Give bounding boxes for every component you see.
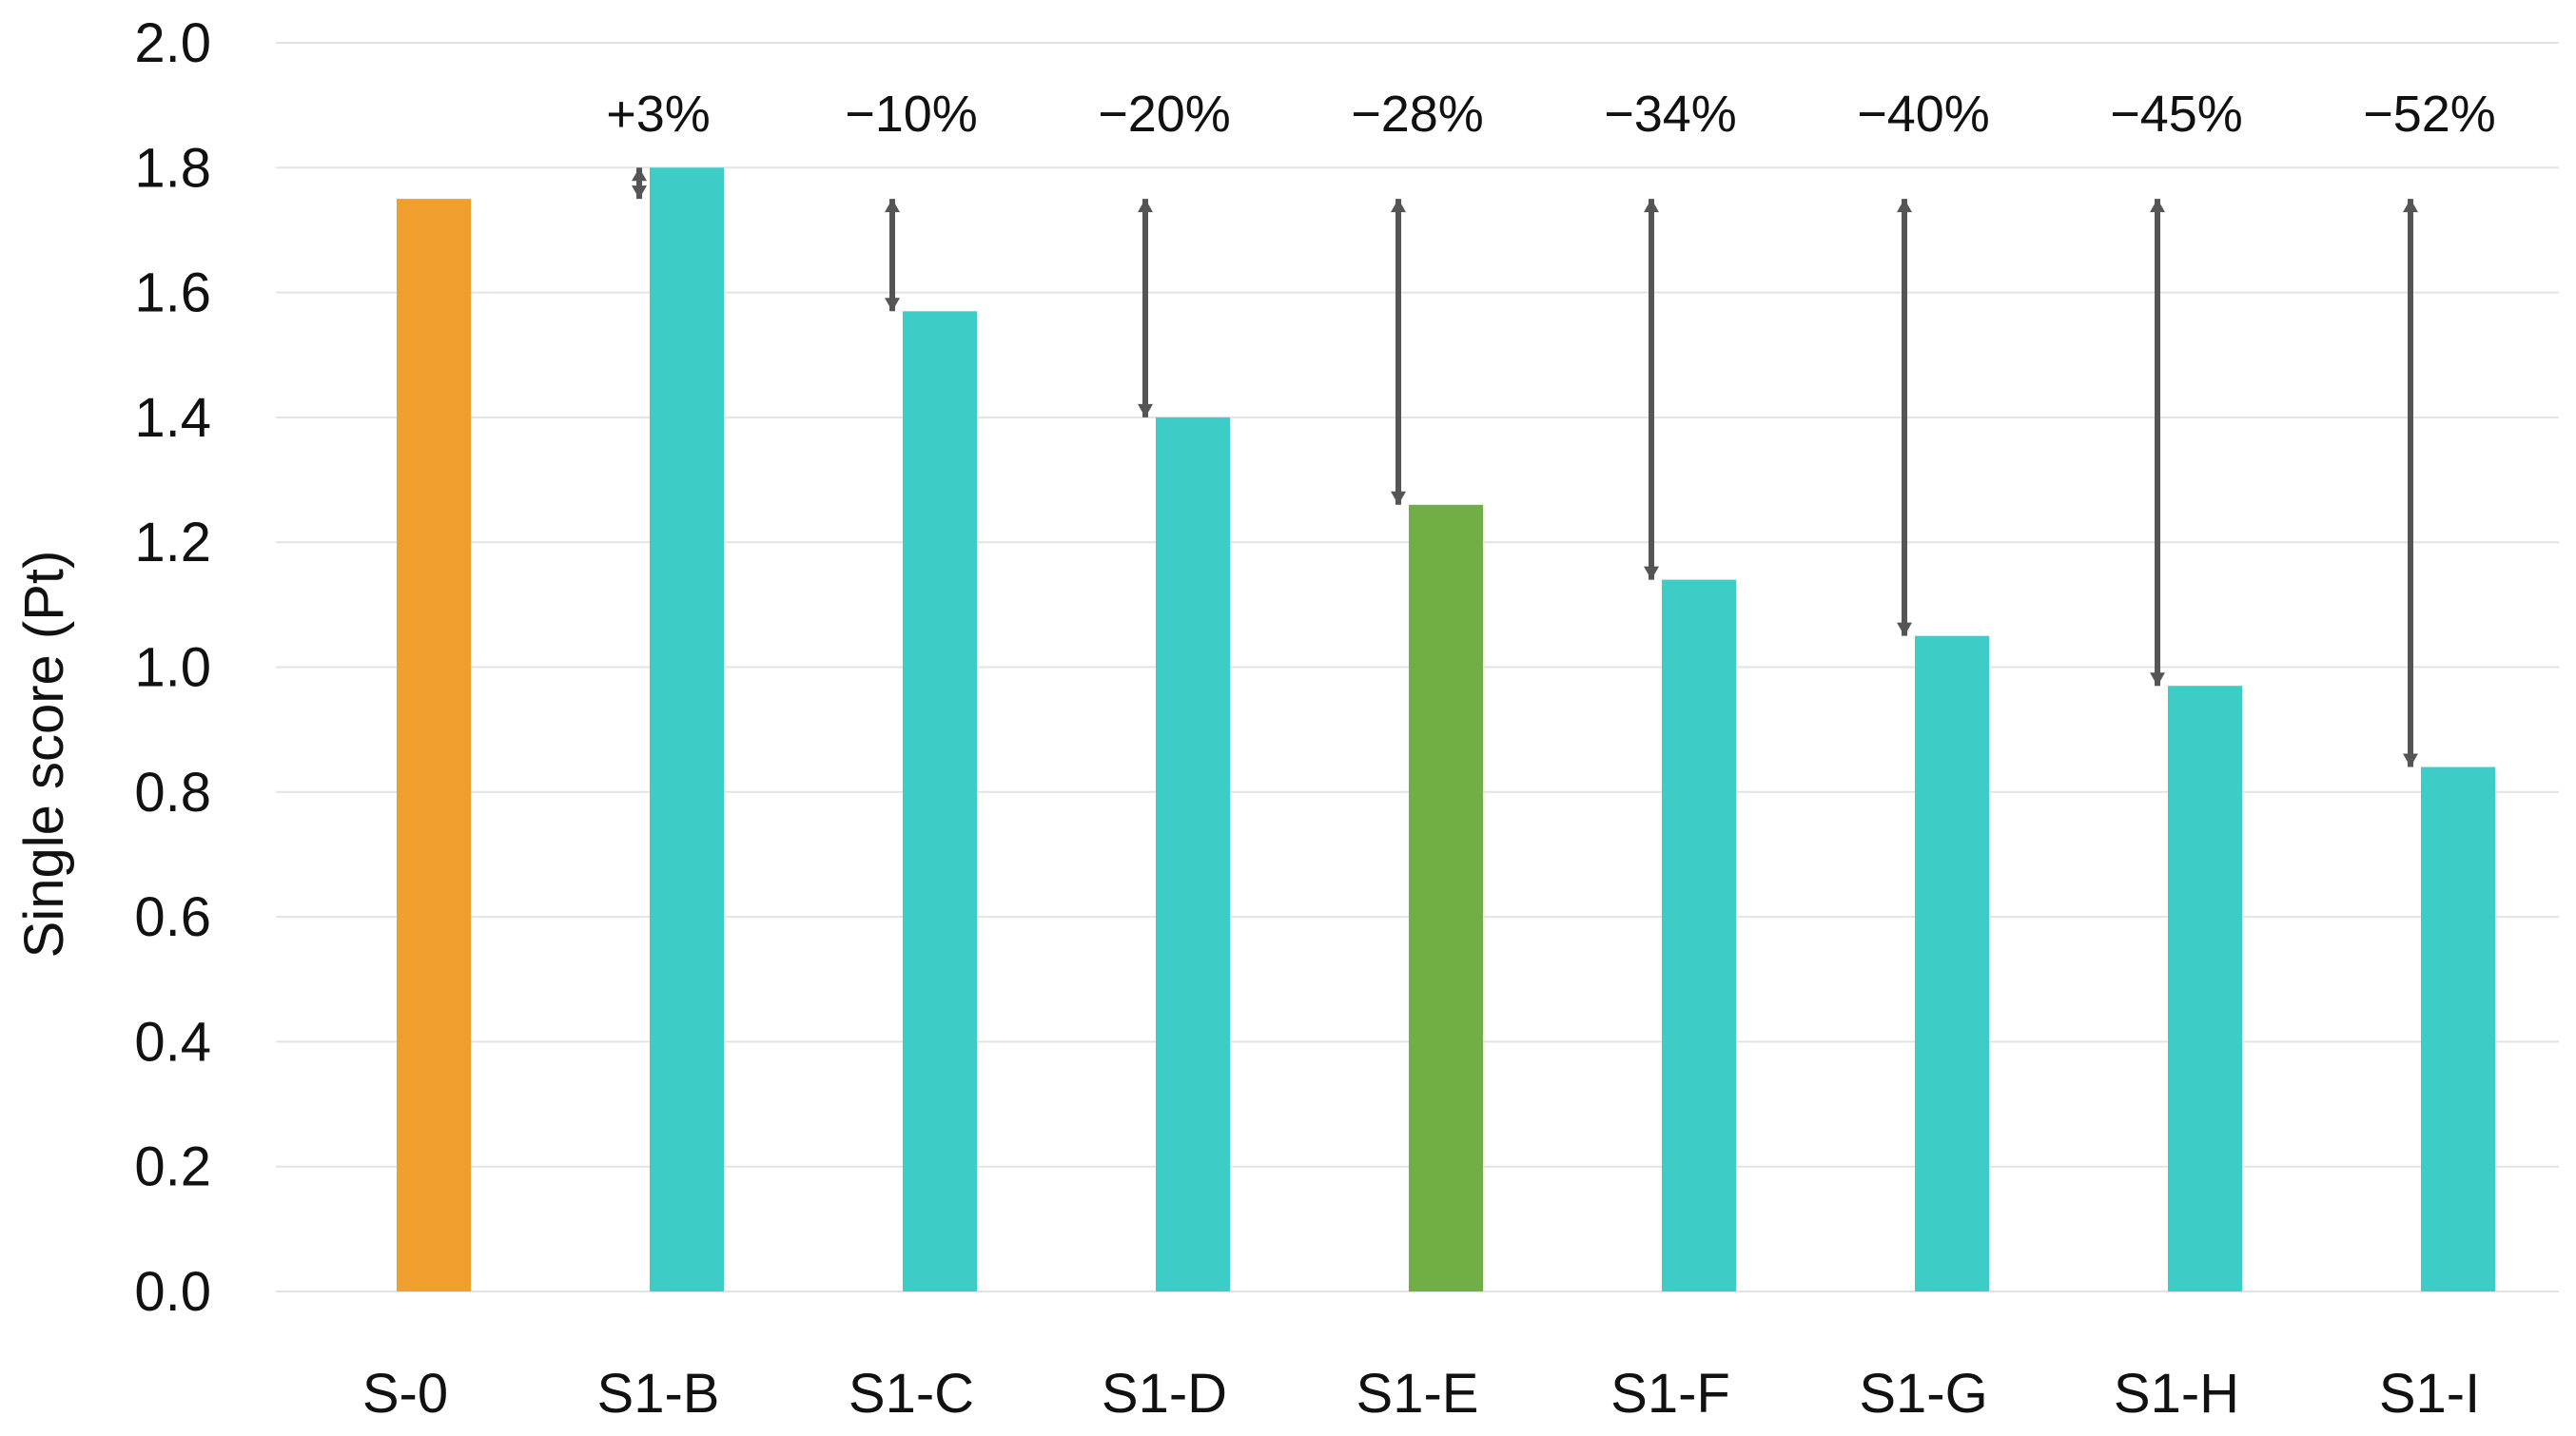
x-tick-label: S1-E — [1356, 1363, 1479, 1425]
difference-indicator — [2150, 199, 2165, 687]
change-label: −20% — [1098, 86, 1231, 143]
change-label: −10% — [845, 86, 978, 143]
arrowhead — [1391, 491, 1406, 505]
change-label: −52% — [2363, 86, 2496, 143]
bar-s1-d — [1156, 417, 1230, 1291]
y-tick-label: 0.0 — [134, 1261, 211, 1323]
x-tick-label: S1-C — [849, 1363, 974, 1425]
x-tick-label: S1-H — [2114, 1363, 2239, 1425]
x-tick-label: S1-I — [2379, 1363, 2480, 1425]
x-tick-label: S1-B — [597, 1363, 720, 1425]
x-tick-label: S1-D — [1102, 1363, 1227, 1425]
y-tick-label: 0.2 — [134, 1136, 211, 1198]
difference-indicators — [632, 167, 2418, 767]
bar-s1-i — [2421, 767, 2495, 1291]
difference-indicator — [1138, 199, 1153, 417]
difference-indicator — [1644, 199, 1659, 580]
arrowhead — [1138, 199, 1153, 213]
change-label: −28% — [1351, 86, 1484, 143]
y-axis-title: Single score (Pt) — [13, 551, 75, 959]
change-labels: +3% −10% −20% −28% −34% −40% −45% −52% — [606, 86, 2496, 143]
arrowhead — [885, 298, 900, 312]
y-tick-label: 1.2 — [134, 512, 211, 573]
arrowhead — [1644, 566, 1659, 580]
difference-indicator — [2403, 199, 2418, 767]
y-axis-ticks: 0.0 0.2 0.4 0.6 0.8 1.0 1.2 1.4 1.6 1.8 2.0 — [134, 12, 211, 1323]
bar-s1-e — [1409, 504, 1483, 1291]
bar-s1-b — [650, 167, 724, 1291]
arrowhead — [1391, 199, 1406, 213]
x-tick-label: S1-F — [1610, 1363, 1730, 1425]
change-label: −40% — [1857, 86, 1990, 143]
y-tick-label: 2.0 — [134, 12, 211, 74]
change-label: −34% — [1604, 86, 1737, 143]
y-tick-label: 1.8 — [134, 137, 211, 199]
x-axis-ticks: S-0 S1-B S1-C S1-D S1-E S1-F S1-G S1-H S1-I — [362, 1363, 2480, 1425]
bar-s1-f — [1662, 579, 1736, 1291]
arrowhead — [885, 199, 900, 213]
bar-s-0 — [397, 199, 471, 1291]
y-tick-label: 1.0 — [134, 637, 211, 699]
y-tick-label: 1.4 — [134, 387, 211, 449]
arrowhead — [2403, 753, 2418, 767]
x-tick-label: S1-G — [1859, 1363, 1987, 1425]
change-label: −45% — [2110, 86, 2243, 143]
arrowhead — [1644, 199, 1659, 213]
x-tick-label: S-0 — [362, 1363, 448, 1425]
difference-indicator — [1897, 199, 1912, 636]
bar-s1-c — [903, 311, 977, 1291]
arrowhead — [1897, 199, 1912, 213]
change-label: +3% — [606, 86, 711, 143]
arrowhead — [1897, 622, 1912, 636]
arrowhead — [2403, 199, 2418, 213]
bars — [397, 167, 2495, 1291]
arrowhead — [2150, 672, 2165, 687]
y-tick-label: 1.6 — [134, 262, 211, 324]
difference-indicator — [885, 199, 900, 312]
arrowhead — [2150, 199, 2165, 213]
arrowhead — [632, 185, 647, 200]
arrowhead — [1138, 403, 1153, 417]
y-tick-label: 0.4 — [134, 1011, 211, 1073]
difference-indicator — [632, 167, 647, 200]
bar-s1-h — [2168, 686, 2242, 1291]
bar-s1-g — [1915, 635, 1989, 1291]
y-tick-label: 0.6 — [134, 886, 211, 948]
arrowhead — [632, 167, 647, 182]
y-tick-label: 0.8 — [134, 762, 211, 824]
difference-indicator — [1391, 199, 1406, 505]
